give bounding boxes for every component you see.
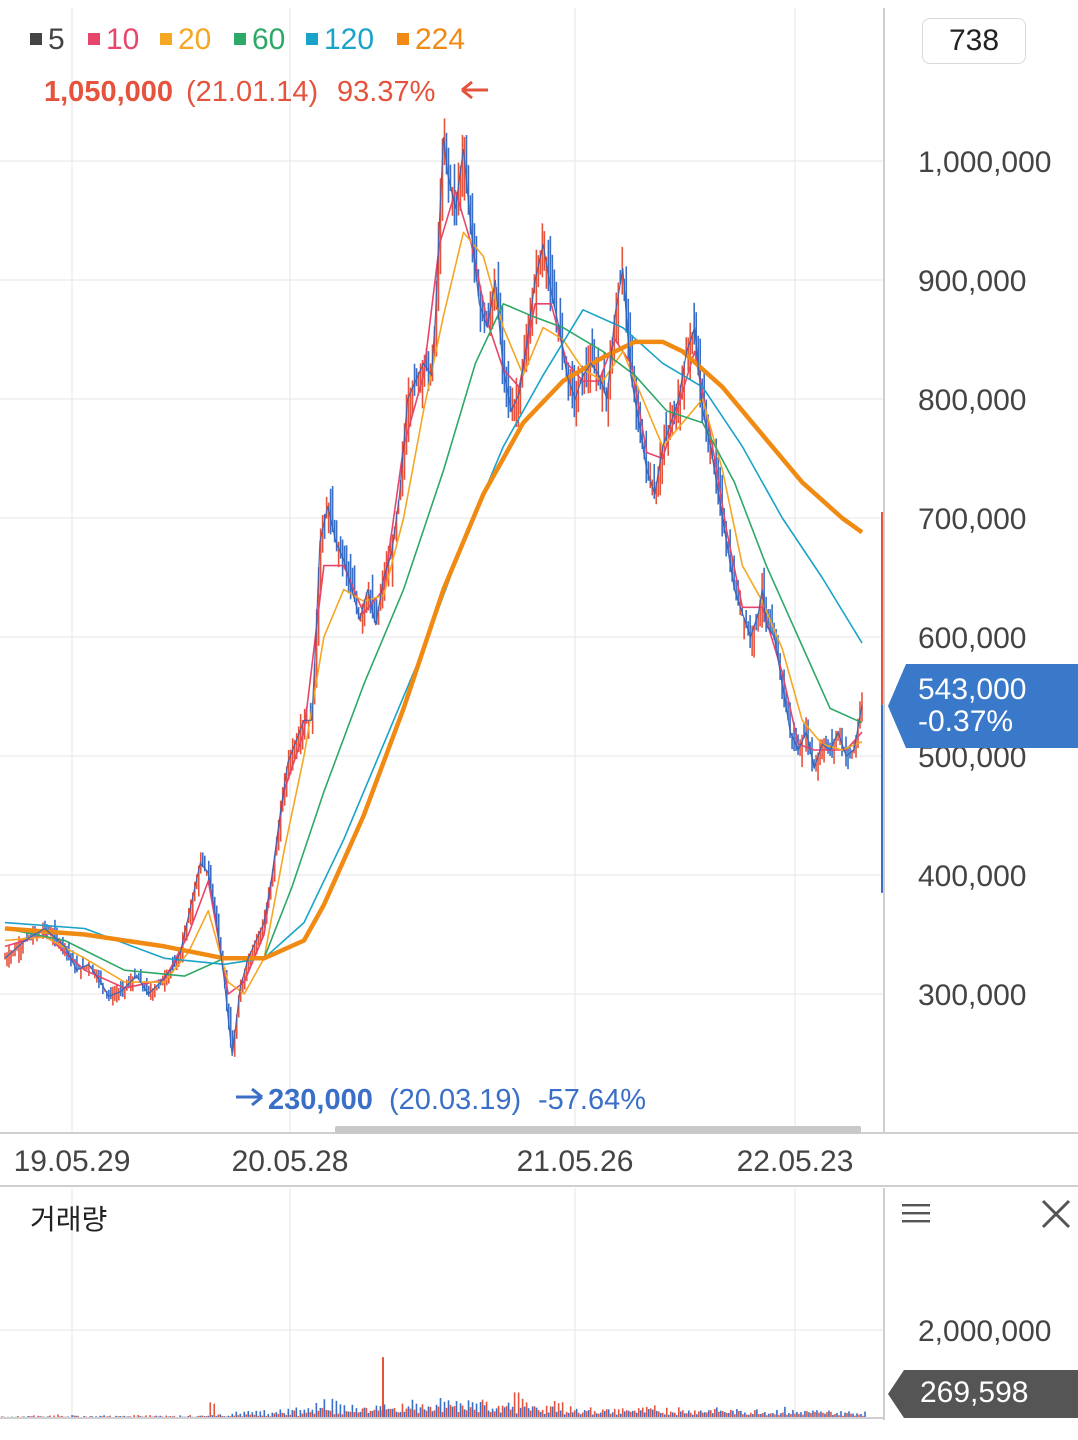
legend-swatch [30, 33, 42, 45]
x-tick-label: 19.05.29 [14, 1145, 131, 1178]
axes: 300,000400,000500,000600,000700,000800,0… [0, 8, 1078, 1420]
legend-item-20[interactable]: 20 [160, 23, 211, 56]
y-tick-label: 1,000,000 [918, 146, 1051, 179]
legend-swatch [88, 33, 100, 45]
high-date: (21.01.14) [186, 76, 318, 108]
legend-item-224[interactable]: 224 [397, 23, 465, 56]
legend-label: 10 [106, 23, 139, 56]
volume-y-tick-label: 2,000,000 [918, 1315, 1051, 1348]
x-tick-label: 21.05.26 [517, 1145, 634, 1178]
y-tick-label: 700,000 [918, 503, 1026, 536]
legend-item-60[interactable]: 60 [234, 23, 285, 56]
high-value: 1,050,000 [44, 76, 173, 108]
legend-swatch [306, 33, 318, 45]
menu-icon[interactable] [898, 1196, 934, 1232]
legend[interactable]: 5 10 20 60 120 224 [30, 23, 465, 56]
y-tick-label: 400,000 [918, 860, 1026, 893]
x-tick-label: 22.05.23 [737, 1145, 854, 1178]
close-icon[interactable] [1038, 1196, 1074, 1232]
y-tick-label: 600,000 [918, 622, 1026, 655]
y-tick-label: 900,000 [918, 265, 1026, 298]
high-arrow-icon [461, 80, 488, 100]
volume-title: 거래량 [30, 1204, 108, 1235]
y-tick-label: 800,000 [918, 384, 1026, 417]
legend-swatch [397, 33, 409, 45]
ma-line-5 [4, 137, 863, 1056]
ma-line-224 [4, 339, 864, 961]
volume-grid [0, 1188, 884, 1420]
price-candles [4, 118, 863, 1057]
legend-label: 20 [178, 23, 211, 56]
legend-label: 60 [252, 23, 285, 56]
scrollbar [335, 1126, 861, 1134]
legend-item-10[interactable]: 10 [88, 23, 139, 56]
x-tick-label: 20.05.28 [232, 1145, 349, 1178]
legend-item-120[interactable]: 120 [306, 23, 374, 56]
count-box[interactable]: 738 [922, 18, 1026, 64]
low-value: 230,000 [268, 1084, 373, 1116]
high-pct: 93.37% [337, 76, 435, 108]
ma-line-20 [4, 231, 863, 995]
current-price: 543,000 [918, 673, 1027, 706]
legend-label: 224 [415, 23, 465, 56]
legend-item-5[interactable]: 5 [30, 23, 65, 56]
y-tick-label: 300,000 [918, 979, 1026, 1012]
moving-averages [4, 137, 864, 1056]
legend-label: 5 [48, 23, 65, 56]
annotations: 1,050,000 (21.01.14) 93.37% 230,000 (20.03.1… [44, 76, 646, 1116]
low-pct: -57.64% [538, 1084, 646, 1116]
current-volume-badge: 269,598 [888, 1370, 1078, 1418]
legend-swatch [160, 33, 172, 45]
ma-line-60 [4, 303, 863, 977]
legend-label: 120 [324, 23, 374, 56]
current-price-badge: 543,000 -0.37% [888, 664, 1078, 748]
current-change: -0.37% [918, 705, 1014, 738]
low-date: (20.03.19) [389, 1084, 521, 1116]
volume-bars [1, 1357, 866, 1418]
ma-line-10 [4, 190, 863, 995]
current-volume: 269,598 [920, 1376, 1029, 1409]
legend-swatch [234, 33, 246, 45]
low-arrow-icon [236, 1087, 263, 1107]
